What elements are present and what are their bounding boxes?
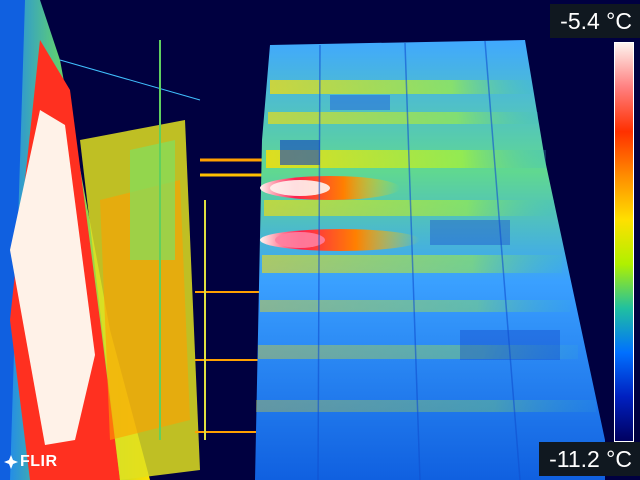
max-temperature-readout: -5.4 °C <box>550 4 640 38</box>
min-temperature-readout: -11.2 °C <box>539 442 640 476</box>
flir-logo-text: FLIR <box>20 453 58 470</box>
color-scale-bar <box>614 42 634 442</box>
flir-logo: FLIR <box>4 453 58 471</box>
flir-star-icon <box>4 455 18 469</box>
